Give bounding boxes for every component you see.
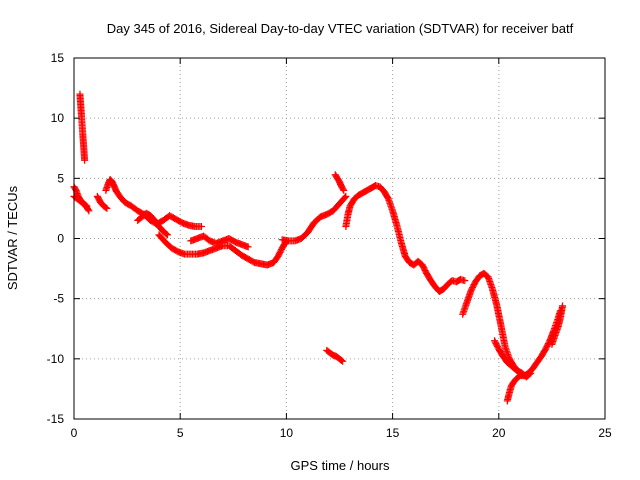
- data-point-marker: [83, 202, 91, 210]
- series-segment: [548, 302, 567, 348]
- data-point-marker: [85, 207, 93, 215]
- data-point-marker: [103, 204, 111, 212]
- chart-title: Day 345 of 2016, Sidereal Day-to-day VTE…: [107, 21, 574, 36]
- y-tick-label: 10: [51, 111, 65, 125]
- x-tick-label: 25: [598, 426, 612, 440]
- data-point-marker: [338, 356, 346, 364]
- series-segment: [278, 192, 350, 245]
- data-point-marker: [340, 186, 348, 194]
- data-point-marker: [461, 277, 469, 285]
- series-segment: [323, 346, 347, 365]
- data-point-marker: [81, 156, 89, 164]
- x-tick-label: 0: [71, 426, 78, 440]
- series-segment: [187, 232, 252, 251]
- y-tick-label: -5: [53, 292, 64, 306]
- series-segment: [102, 176, 205, 230]
- y-axis-label: SDTVAR / TECUs: [5, 185, 20, 290]
- y-tick-label: -15: [47, 412, 65, 426]
- data-point-marker: [82, 201, 90, 209]
- series-segment: [155, 231, 290, 269]
- data-point-marker: [163, 231, 171, 239]
- y-tick-label: 5: [57, 171, 64, 185]
- x-axis-label: GPS time / hours: [291, 458, 390, 473]
- data-point-marker: [244, 243, 252, 251]
- data-point-marker: [102, 204, 110, 212]
- x-tick-label: 5: [177, 426, 184, 440]
- y-tick-label: 0: [57, 232, 64, 246]
- axis-ticks: 0 5 10 15 20 25 -15 -10 -5 0 5 10 15: [47, 51, 612, 440]
- series-segment: [93, 192, 111, 212]
- y-tick-label: -10: [47, 352, 65, 366]
- data-point-marker: [84, 206, 92, 214]
- x-tick-label: 20: [492, 426, 506, 440]
- data-point-marker: [162, 230, 170, 238]
- series-segment: [342, 182, 469, 295]
- data-point-marker: [341, 193, 349, 201]
- series-segment: [331, 171, 348, 194]
- x-tick-label: 10: [280, 426, 294, 440]
- series-segment: [70, 192, 91, 210]
- data-point-marker: [339, 357, 347, 365]
- data-point-marker: [197, 222, 205, 230]
- data-point-marker: [342, 192, 350, 200]
- x-tick-label: 15: [386, 426, 400, 440]
- series-segment: [134, 209, 171, 239]
- data-point-marker: [559, 302, 567, 310]
- series-segment: [76, 90, 89, 164]
- data-points: [70, 90, 567, 405]
- data-point-marker: [339, 185, 347, 193]
- y-tick-label: 15: [51, 51, 65, 65]
